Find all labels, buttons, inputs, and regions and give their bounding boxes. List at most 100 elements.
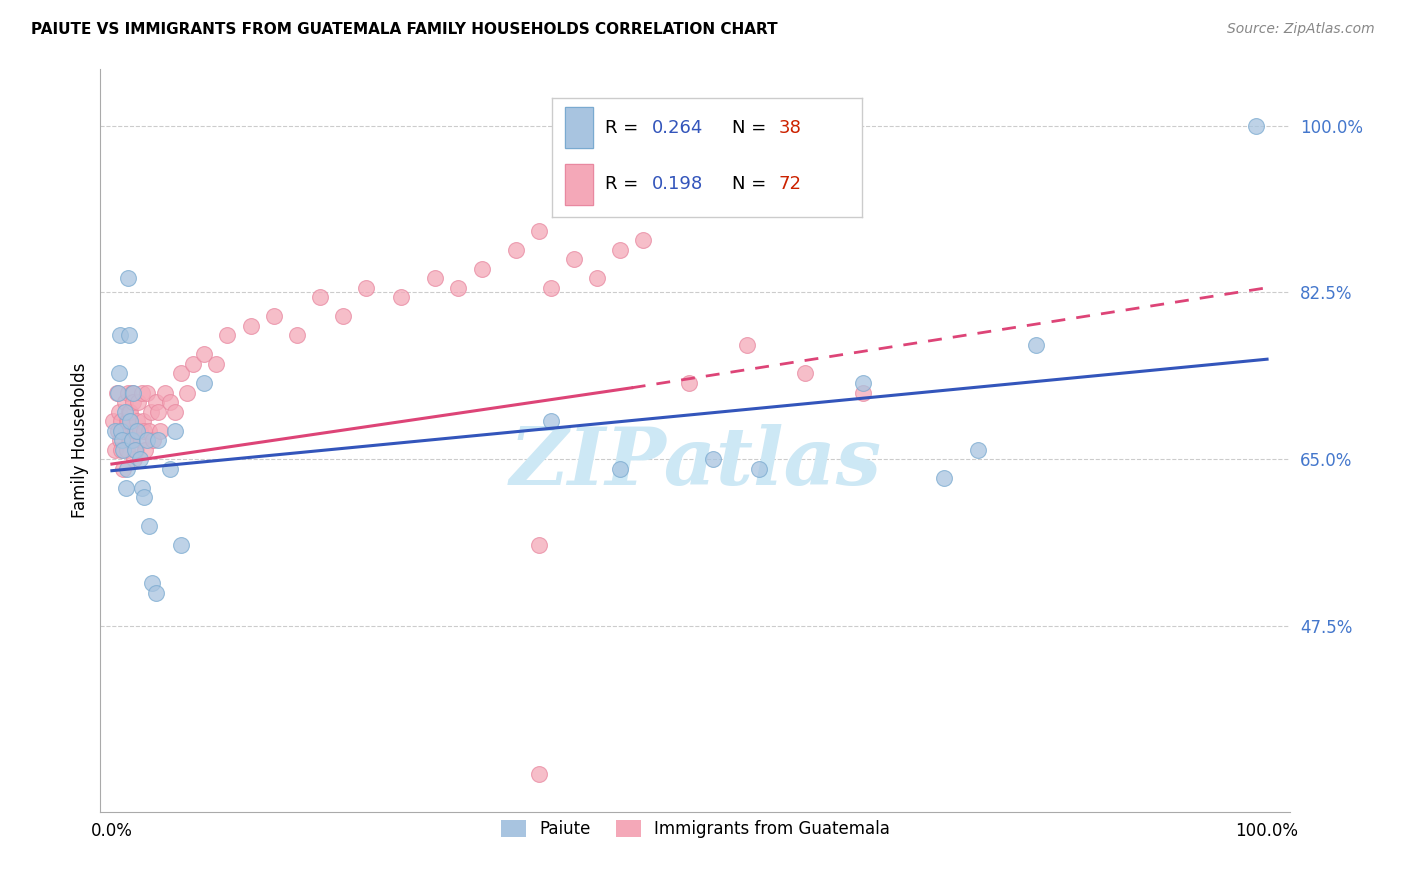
Point xyxy=(135,385,157,400)
Point xyxy=(389,290,412,304)
Legend: Paiute, Immigrants from Guatemala: Paiute, Immigrants from Guatemala xyxy=(494,813,897,845)
Point xyxy=(134,424,156,438)
Point xyxy=(193,376,215,390)
Point xyxy=(117,414,139,428)
Point xyxy=(120,414,142,428)
Point xyxy=(108,367,131,381)
Point xyxy=(308,290,330,304)
Point xyxy=(540,414,562,428)
Point xyxy=(114,395,136,409)
Point xyxy=(138,424,160,438)
Y-axis label: Family Households: Family Households xyxy=(72,362,89,518)
Point xyxy=(354,281,377,295)
Point xyxy=(108,433,131,447)
Text: PAIUTE VS IMMIGRANTS FROM GUATEMALA FAMILY HOUSEHOLDS CORRELATION CHART: PAIUTE VS IMMIGRANTS FROM GUATEMALA FAMI… xyxy=(31,22,778,37)
Point xyxy=(117,385,139,400)
Point xyxy=(135,433,157,447)
Point xyxy=(131,385,153,400)
Point xyxy=(142,433,165,447)
Point xyxy=(470,261,492,276)
Point xyxy=(159,395,181,409)
Point xyxy=(181,357,204,371)
Point xyxy=(748,462,770,476)
Point xyxy=(134,442,156,457)
Point xyxy=(111,424,134,438)
Point xyxy=(217,328,239,343)
Point xyxy=(112,442,135,457)
Point xyxy=(146,433,169,447)
Point xyxy=(425,271,447,285)
Point xyxy=(118,433,141,447)
Point xyxy=(146,404,169,418)
Point xyxy=(159,462,181,476)
Point xyxy=(115,462,138,476)
Point xyxy=(586,271,609,285)
Point xyxy=(145,585,167,599)
Point xyxy=(678,376,700,390)
Point xyxy=(1244,119,1267,133)
Point xyxy=(110,414,132,428)
Point xyxy=(529,538,551,552)
Point xyxy=(609,243,631,257)
Point xyxy=(127,395,149,409)
Point xyxy=(121,385,143,400)
Point xyxy=(114,481,136,495)
Point xyxy=(128,452,150,467)
Point xyxy=(205,357,228,371)
Point xyxy=(115,414,138,428)
Point xyxy=(735,338,758,352)
Point xyxy=(170,367,193,381)
Point xyxy=(165,404,187,418)
Point xyxy=(129,433,152,447)
Point xyxy=(149,424,172,438)
Point xyxy=(332,310,354,324)
Point xyxy=(702,452,724,467)
Text: ZIPatlas: ZIPatlas xyxy=(509,424,882,501)
Point xyxy=(115,442,138,457)
Point xyxy=(239,318,262,333)
Point xyxy=(118,328,141,343)
Point xyxy=(112,462,135,476)
Point xyxy=(170,538,193,552)
Point xyxy=(122,452,145,467)
Point xyxy=(932,471,955,485)
Point xyxy=(107,385,129,400)
Point xyxy=(120,433,142,447)
Point xyxy=(794,367,817,381)
Point xyxy=(193,347,215,361)
Point xyxy=(1025,338,1047,352)
Point xyxy=(165,424,187,438)
Point xyxy=(125,442,148,457)
Point xyxy=(145,395,167,409)
Point xyxy=(121,395,143,409)
Point xyxy=(101,414,124,428)
Point xyxy=(967,442,990,457)
Point xyxy=(127,424,149,438)
Point xyxy=(120,404,142,418)
Point xyxy=(127,414,149,428)
Point xyxy=(263,310,285,324)
Point xyxy=(110,442,132,457)
Point xyxy=(121,385,143,400)
Point xyxy=(110,424,132,438)
Point xyxy=(852,385,875,400)
Point xyxy=(104,424,127,438)
Point xyxy=(114,404,136,418)
Point xyxy=(111,433,134,447)
Point xyxy=(529,766,551,780)
Point xyxy=(114,424,136,438)
Point xyxy=(138,519,160,533)
Point xyxy=(107,424,129,438)
Point xyxy=(540,281,562,295)
Point xyxy=(285,328,308,343)
Point xyxy=(447,281,470,295)
Point xyxy=(153,385,176,400)
Point xyxy=(529,223,551,237)
Point xyxy=(141,404,163,418)
Point xyxy=(562,252,585,266)
Point xyxy=(176,385,198,400)
Point xyxy=(852,376,875,390)
Point xyxy=(633,233,655,247)
Point xyxy=(131,481,153,495)
Text: Source: ZipAtlas.com: Source: ZipAtlas.com xyxy=(1227,22,1375,37)
